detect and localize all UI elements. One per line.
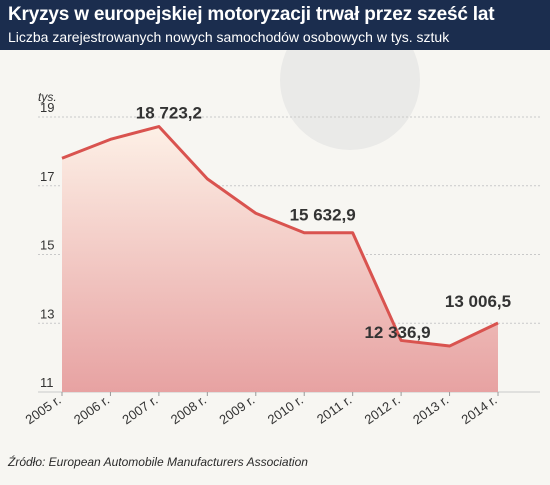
y-tick-label: 11 (40, 375, 54, 390)
x-tick-label: 2009 r. (216, 392, 257, 427)
x-tick-label: 2008 r. (168, 392, 209, 427)
data-label: 15 632,9 (290, 206, 356, 225)
x-tick-label: 2006 r. (71, 392, 112, 427)
x-axis: 2005 r. 2006 r. 2007 r. 2008 r. 2009 r. 2010 … (23, 392, 500, 427)
data-label: 13 006,5 (445, 292, 511, 311)
x-tick-label: 2013 r. (410, 392, 451, 427)
y-tick-label: 17 (40, 169, 54, 184)
series-line (61, 125, 499, 348)
chart-area: 11 13 15 17 19 2005 r. 2006 r. 2007 r. 2008 r. 2… (0, 10, 550, 470)
area-fill (62, 126, 498, 392)
y-unit-label: tys. (38, 90, 57, 104)
x-tick-label: 2010 r. (265, 392, 306, 427)
y-axis: 11 13 15 17 19 (40, 100, 54, 390)
chart-subtitle: Liczba zarejestrowanych nowych samochodó… (8, 29, 450, 45)
x-tick-label: 2014 r. (459, 392, 500, 427)
watermark-logo (280, 10, 420, 150)
x-tick-label: 2007 r. (119, 392, 160, 427)
chart-header: Kryzys w europejskiej motoryzacji trwał … (0, 0, 550, 50)
y-tick-label: 15 (40, 238, 54, 253)
source-note: Źródło: European Automobile Manufacturer… (8, 455, 308, 469)
data-label: 18 723,2 (136, 104, 202, 123)
chart-title: Kryzys w europejskiej motoryzacji trwał … (8, 4, 495, 25)
data-label: 12 336,9 (364, 323, 430, 342)
x-tick-label: 2011 r. (314, 392, 354, 427)
y-tick-label: 19 (40, 100, 54, 115)
x-tick-label: 2005 r. (23, 392, 64, 427)
data-labels: 18 723,2 15 632,9 12 336,9 13 006,5 (136, 104, 511, 343)
x-tick-label: 2012 r. (362, 392, 403, 427)
y-tick-label: 13 (40, 306, 54, 321)
